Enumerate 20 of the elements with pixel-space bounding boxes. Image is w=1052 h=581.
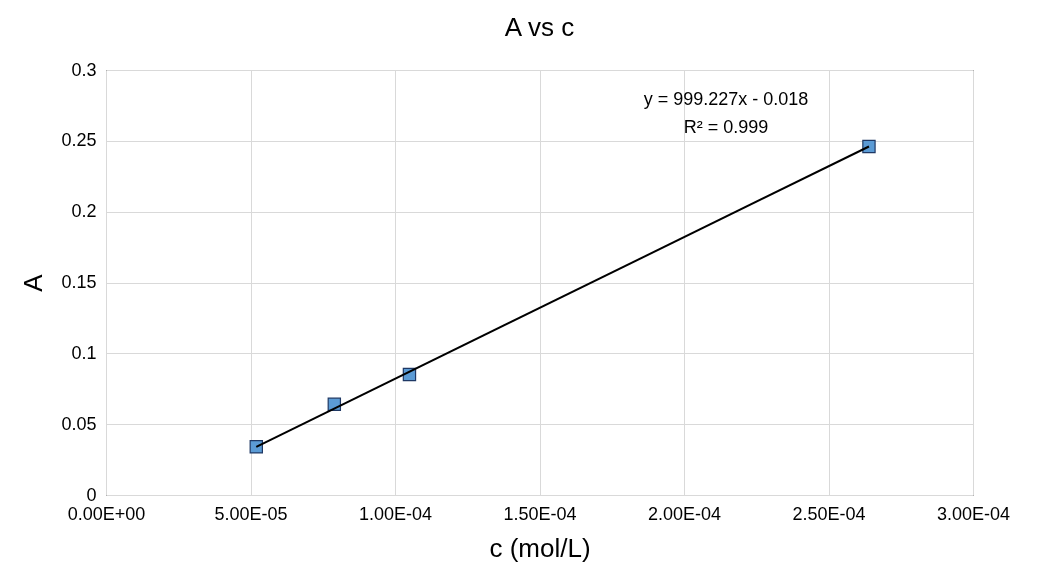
x-tick-label: 2.00E-04 — [647, 503, 722, 524]
x-axis-title: c (mol/L) — [489, 532, 591, 563]
y-tick-label: 0.3 — [71, 59, 97, 80]
x-tick-label: 1.50E-04 — [503, 503, 577, 524]
x-tick-label: 3.00E-04 — [936, 503, 1011, 524]
x-tick-label: 2.50E-04 — [792, 503, 866, 524]
y-axis-title: A — [18, 273, 49, 292]
x-tick-label: 1.00E-04 — [358, 503, 433, 524]
y-tick-label: 0.25 — [61, 130, 97, 151]
y-tick-label: 0.2 — [71, 201, 97, 222]
y-tick-label: 0.05 — [61, 413, 97, 434]
y-tick-label: 0.15 — [61, 272, 97, 292]
x-tick-label: 0.00E+00 — [67, 503, 146, 524]
point — [862, 139, 876, 154]
y-tick-label: 0.1 — [71, 342, 97, 363]
annotation: R² = 0.999 — [683, 117, 769, 137]
x-tick-label: 5.00E-05 — [214, 503, 288, 524]
annotation: y = 999.227x - 0.018 — [643, 89, 809, 109]
y-tick-label: 0 — [86, 484, 97, 505]
chart-title: A vs c — [504, 12, 575, 42]
